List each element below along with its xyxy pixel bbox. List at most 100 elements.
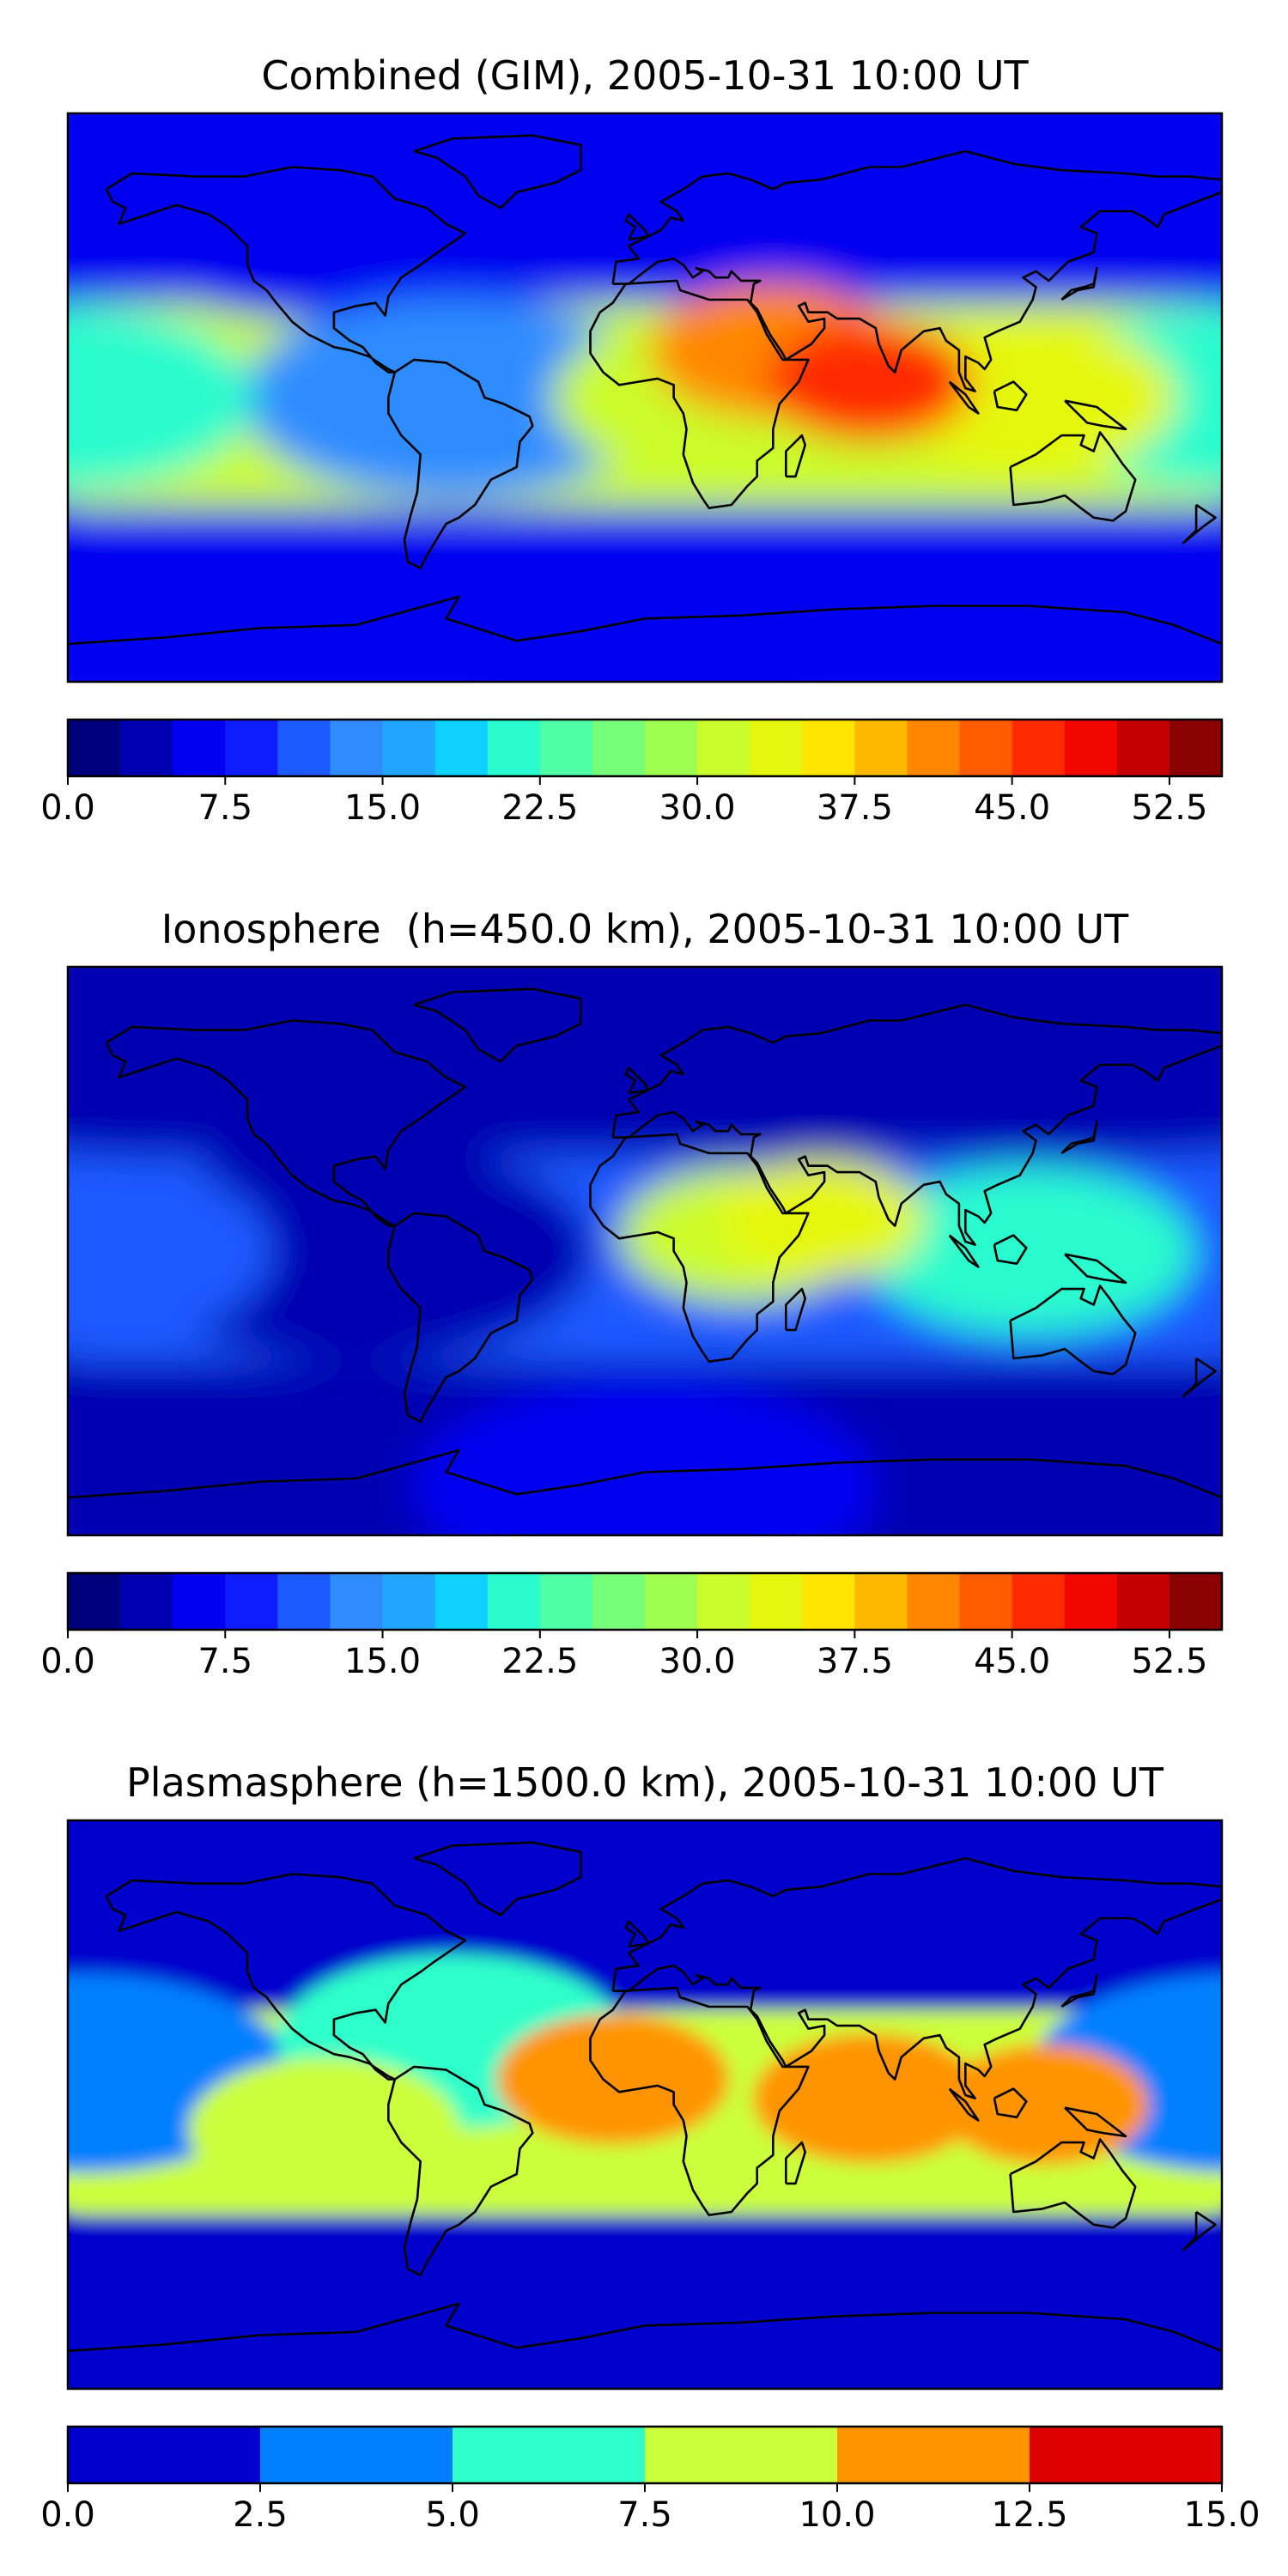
colorbar-swatch bbox=[173, 720, 226, 776]
coastlines bbox=[68, 1841, 1222, 2353]
colorbar-swatch bbox=[1169, 720, 1223, 776]
colorbar-swatch bbox=[68, 1573, 121, 1630]
coastline bbox=[413, 134, 582, 210]
coastline bbox=[1060, 1973, 1098, 2008]
map-area bbox=[68, 1820, 1222, 2389]
coastline bbox=[611, 1856, 1222, 2099]
contour-field bbox=[68, 967, 1222, 1535]
colorbar-tick-label: 0.0 bbox=[40, 2495, 95, 2535]
coastline bbox=[1009, 1285, 1137, 1376]
colorbar-tick-label: 5.0 bbox=[425, 2495, 480, 2535]
colorbar-swatch bbox=[539, 720, 593, 776]
colorbar-swatch bbox=[1064, 720, 1118, 776]
field-blob bbox=[120, 1140, 592, 1362]
coastline bbox=[1060, 1120, 1098, 1155]
colorbar-tick-label: 15.0 bbox=[344, 788, 421, 828]
colorbar-tick-label: 15.0 bbox=[344, 1642, 421, 1681]
coastline bbox=[589, 1133, 810, 1363]
colorbar-frame bbox=[66, 1571, 1224, 1631]
coastline bbox=[611, 149, 1222, 392]
colorbar-swatch bbox=[487, 720, 541, 776]
field-blob bbox=[242, 297, 663, 498]
coastline bbox=[387, 2065, 534, 2276]
coastline bbox=[589, 279, 810, 509]
coastline bbox=[785, 2141, 806, 2185]
map-title: Plasmasphere (h=1500.0 km), 2005-10-31 1… bbox=[126, 1759, 1164, 1806]
colorbar-tick-label: 45.0 bbox=[974, 788, 1050, 828]
colorbar-swatch bbox=[837, 2427, 1030, 2483]
colorbar-frame bbox=[66, 718, 1224, 778]
colorbar-tick-label: 2.5 bbox=[233, 2495, 288, 2535]
field-blob bbox=[407, 524, 883, 682]
coastline bbox=[1182, 1357, 1217, 1398]
colorbar-tick-label: 52.5 bbox=[1131, 788, 1207, 828]
field-blob bbox=[68, 1152, 273, 1350]
colorbar-swatch bbox=[120, 1573, 173, 1630]
colorbar-swatch bbox=[907, 1573, 961, 1630]
coastline bbox=[1182, 503, 1217, 544]
field-blob bbox=[718, 1159, 925, 1280]
coastline bbox=[387, 358, 534, 569]
colorbar-tick-label: 22.5 bbox=[501, 1642, 578, 1681]
coastline bbox=[1064, 1253, 1127, 1285]
coastlines bbox=[68, 987, 1222, 1499]
colorbar-swatch bbox=[1012, 720, 1066, 776]
colorbar-swatch bbox=[260, 2427, 453, 2483]
coastline bbox=[993, 1234, 1028, 1265]
colorbar-swatch bbox=[1030, 2427, 1223, 2483]
colorbar-tick-label: 12.5 bbox=[991, 2495, 1067, 2535]
field-blob bbox=[766, 321, 973, 442]
coastline bbox=[948, 1234, 980, 1268]
colorbar-tick-label: 37.5 bbox=[817, 1642, 893, 1681]
colorbar-tick-label: 7.5 bbox=[197, 788, 252, 828]
coastline bbox=[624, 1920, 649, 1948]
colorbar-swatch bbox=[750, 1573, 803, 1630]
colorbar-tick-label: 30.0 bbox=[659, 788, 736, 828]
coastline bbox=[68, 1449, 1222, 1499]
field-blob bbox=[942, 2044, 1149, 2165]
coastline bbox=[993, 2087, 1028, 2118]
colorbar-swatch bbox=[1012, 1573, 1066, 1630]
colorbar-swatch bbox=[802, 720, 855, 776]
coastline bbox=[624, 213, 649, 241]
field-blob bbox=[753, 2032, 986, 2164]
coastline bbox=[68, 2302, 1222, 2353]
colorbar-swatch bbox=[1116, 1573, 1170, 1630]
coastline bbox=[993, 380, 1028, 411]
coastline bbox=[413, 987, 582, 1063]
colorbar-tick-label: 45.0 bbox=[974, 1642, 1050, 1681]
coastline bbox=[611, 1003, 1222, 1246]
colorbar-tick-label: 0.0 bbox=[40, 788, 95, 828]
coastline bbox=[105, 166, 467, 374]
colorbar-swatch bbox=[1116, 720, 1170, 776]
coastline bbox=[1064, 399, 1127, 431]
coastline bbox=[413, 1841, 582, 1917]
colorbar-swatch bbox=[225, 720, 278, 776]
colorbar-swatch bbox=[68, 2427, 261, 2483]
colorbar-tick-label: 7.5 bbox=[617, 2495, 672, 2535]
coastlines bbox=[68, 134, 1222, 646]
colorbar-swatch bbox=[854, 1573, 908, 1630]
colorbar: 0.0 7.5 15.0 22.5 30.0 37.5 45.0 52.5 bbox=[40, 1571, 1224, 1681]
map-area bbox=[68, 113, 1222, 682]
map-title: Ionosphere (h=450.0 km), 2005-10-31 10:0… bbox=[161, 906, 1129, 952]
colorbar: 0.0 7.5 15.0 22.5 30.0 37.5 45.0 52.5 bbox=[40, 718, 1224, 828]
colorbar-swatch bbox=[434, 1573, 489, 1630]
colorbar-tick-label: 52.5 bbox=[1131, 1642, 1207, 1681]
coastline bbox=[1009, 2138, 1137, 2229]
field-blob bbox=[83, 967, 565, 1174]
coastline bbox=[1060, 266, 1098, 301]
colorbar-tick-label: 7.5 bbox=[197, 1642, 252, 1681]
field-blob bbox=[404, 1820, 885, 1996]
coastline bbox=[1009, 431, 1137, 522]
colorbar-swatch bbox=[907, 720, 961, 776]
field-blob bbox=[404, 2229, 885, 2389]
map-frame bbox=[66, 965, 1224, 1537]
colorbar-swatch bbox=[592, 1573, 646, 1630]
map-title: Combined (GIM), 2005-10-31 10:00 UT bbox=[261, 52, 1029, 99]
field-blob bbox=[413, 1379, 877, 1535]
coastline bbox=[387, 1212, 534, 1423]
colorbar-swatch bbox=[225, 1573, 278, 1630]
panel-ionosphere: Ionosphere (h=450.0 km), 2005-10-31 10:0… bbox=[40, 906, 1224, 1681]
colorbar-swatch bbox=[645, 720, 698, 776]
